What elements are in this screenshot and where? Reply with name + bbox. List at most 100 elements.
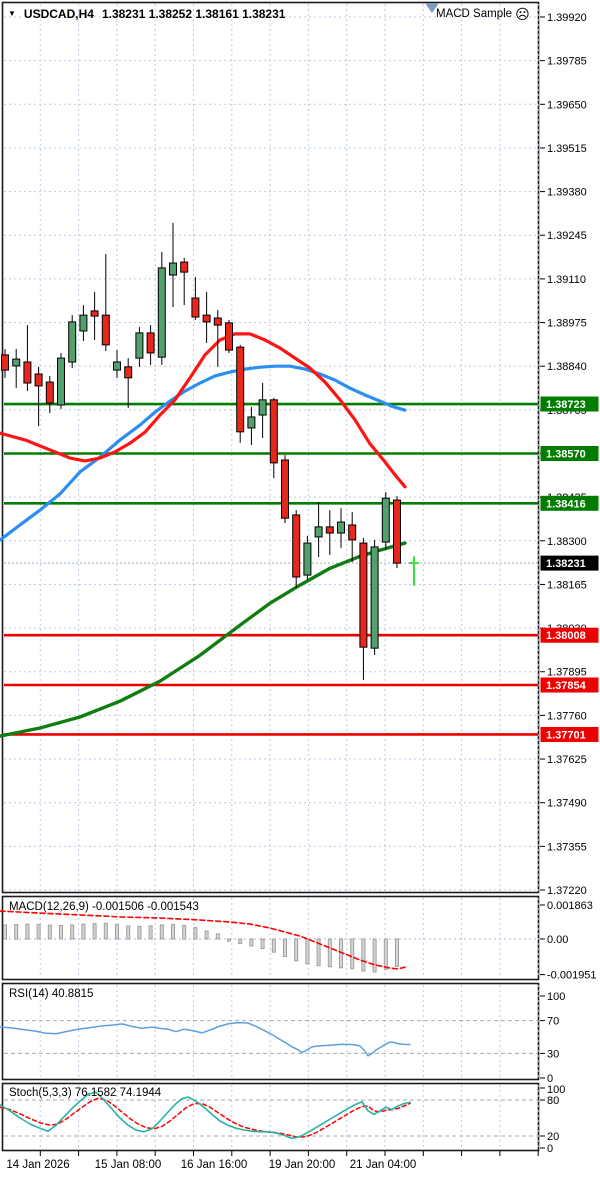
macd-histogram-bar	[14, 924, 19, 940]
bullish-candle[interactable]	[247, 406, 256, 446]
bearish-candle[interactable]	[225, 319, 233, 353]
candle-body	[34, 373, 43, 387]
stoch-axis-label: 20	[547, 1131, 559, 1143]
time-axis-label: 21 Jan 04:00	[350, 1159, 417, 1171]
bullish-candle[interactable]	[169, 222, 177, 308]
candle-body	[314, 526, 323, 538]
macd-axis-label: 0.001863	[547, 900, 593, 912]
stoch-axis-label: 80	[547, 1095, 559, 1107]
bearish-candle[interactable]	[101, 254, 110, 352]
bullish-candle[interactable]	[303, 535, 312, 580]
candle-body	[225, 322, 233, 351]
candle-body	[146, 332, 155, 354]
bearish-candle[interactable]	[90, 291, 99, 341]
candle-body	[348, 524, 357, 541]
candle-body	[113, 361, 121, 371]
candle-body	[202, 314, 211, 323]
support-price-label-text: 1.37854	[546, 680, 587, 692]
candle-body	[213, 317, 222, 326]
bullish-candle[interactable]	[370, 539, 379, 655]
price-tick-label: 1.39110	[547, 274, 586, 286]
bearish-candle[interactable]	[359, 537, 368, 681]
bearish-candle[interactable]	[269, 397, 278, 479]
rsi-axis-label: 0	[547, 1073, 553, 1085]
macd-histogram-bar	[283, 938, 287, 958]
resistance-price-label-box	[540, 495, 599, 511]
bearish-candle[interactable]	[281, 455, 289, 524]
price-tick-label: 1.37355	[547, 841, 587, 853]
stoch-axis-label: 100	[547, 1084, 565, 1096]
bullish-candle[interactable]	[157, 252, 166, 365]
bearish-candle[interactable]	[213, 309, 222, 367]
candle-body	[157, 267, 166, 358]
macd-histogram-bar	[171, 923, 175, 940]
macd-histogram-bar	[238, 938, 243, 945]
resistance-price-label-text: 1.38570	[546, 448, 586, 460]
candle-body	[12, 358, 21, 367]
time-axis-label: 14 Jan 2026	[6, 1159, 69, 1171]
macd-histogram-bar	[372, 938, 377, 973]
macd-histogram-bar	[395, 938, 399, 967]
candle-body	[45, 381, 54, 404]
bearish-candle[interactable]	[1, 349, 9, 378]
bearish-candle[interactable]	[202, 291, 211, 343]
bearish-candle[interactable]	[325, 510, 334, 556]
ea-label: MACD Sample ☹	[436, 7, 530, 21]
rsi-axis-label: 30	[547, 1048, 559, 1060]
macd-histogram-bar	[159, 924, 164, 940]
rsi-axis-label: 100	[547, 991, 565, 1003]
sell-triangle-icon[interactable]	[425, 3, 439, 13]
rsi-line	[0, 1021, 411, 1057]
macd-histogram-bar	[25, 923, 30, 940]
bullish-candle[interactable]	[79, 305, 88, 341]
ea-name-label: MACD Sample	[436, 8, 513, 20]
ma-mid-blue-line	[0, 364, 407, 542]
ohlc-quote-label: 1.38231 1.38252 1.38161 1.38231	[101, 7, 286, 21]
price-tick-label: 1.37625	[547, 754, 587, 766]
bearish-candle[interactable]	[191, 276, 200, 320]
macd-histogram-bar	[115, 924, 119, 940]
bearish-candle[interactable]	[34, 366, 43, 427]
price-tick-label: 1.39515	[547, 143, 587, 155]
candle-body	[337, 521, 345, 534]
bearish-candle[interactable]	[348, 512, 357, 563]
bullish-candle[interactable]	[57, 352, 65, 409]
macd-histogram-bar	[92, 923, 97, 940]
bearish-candle[interactable]	[393, 496, 401, 568]
bullish-candle[interactable]	[12, 349, 21, 388]
stoch-k-line	[0, 1091, 411, 1140]
stoch-indicator-label: Stoch(5,3,3) 76.1582 74.1944	[9, 1087, 162, 1099]
time-axis-label: 19 Jan 20:00	[269, 1159, 336, 1171]
bullish-candle[interactable]	[381, 491, 390, 550]
bearish-candle[interactable]	[146, 325, 155, 365]
bullish-candle[interactable]	[68, 315, 77, 369]
bearish-candle[interactable]	[236, 344, 245, 443]
candle-body	[169, 262, 177, 276]
macd-histogram-bar	[148, 925, 153, 940]
candle-body	[180, 261, 189, 273]
bullish-candle[interactable]	[337, 508, 345, 548]
time-axis-label: 15 Jan 08:00	[95, 1159, 162, 1171]
current-price-label-box	[540, 555, 599, 571]
bullish-candle[interactable]	[113, 350, 121, 378]
bearish-candle[interactable]	[292, 510, 301, 589]
bullish-candle[interactable]	[135, 327, 144, 367]
bearish-candle[interactable]	[45, 375, 54, 414]
bullish-candle[interactable]	[258, 383, 267, 438]
macd-histogram-bar	[137, 925, 142, 940]
macd-histogram-bar	[350, 938, 355, 970]
chart-menu-dropdown-icon[interactable]: ▼	[8, 8, 16, 18]
bearish-candle[interactable]	[124, 358, 133, 408]
rsi-axis-label: 70	[547, 1016, 559, 1028]
support-price-label-box	[540, 677, 599, 693]
candle-body	[79, 314, 88, 332]
macd-histogram-bar	[70, 924, 75, 940]
bearish-candle[interactable]	[180, 257, 189, 306]
candle-body	[23, 361, 32, 384]
ma-fast-red-line	[0, 332, 407, 489]
bullish-candle[interactable]	[314, 501, 323, 557]
bearish-candle[interactable]	[23, 325, 32, 392]
macd-indicator-label: MACD(12,26,9) -0.001506 -0.001543	[9, 901, 199, 913]
